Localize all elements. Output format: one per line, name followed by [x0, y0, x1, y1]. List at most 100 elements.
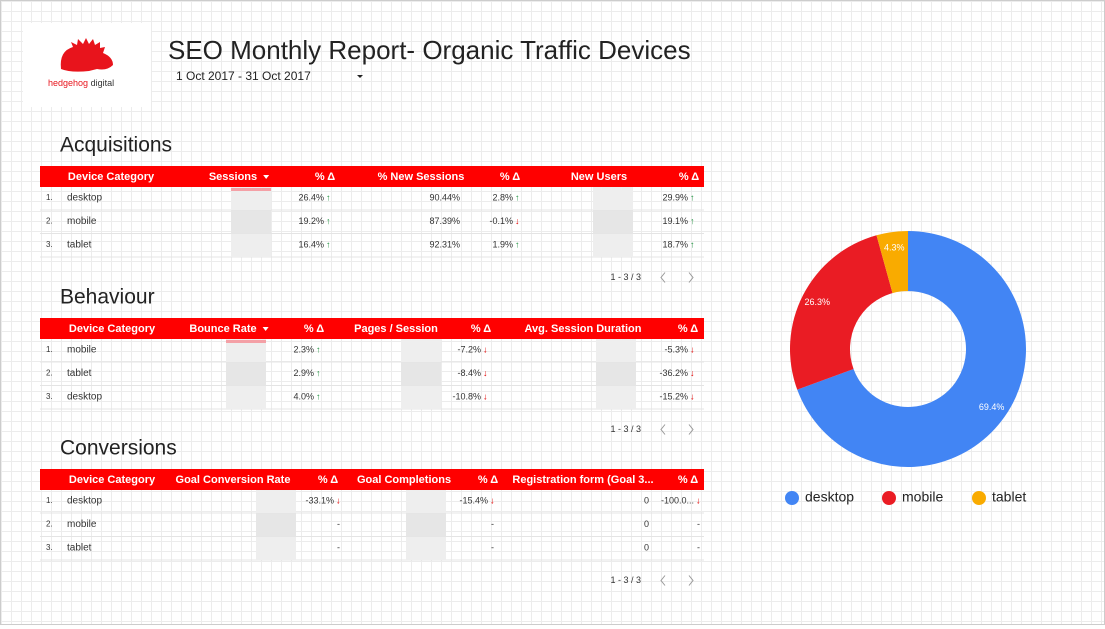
slice-label: 26.3%: [804, 297, 830, 307]
table-cell: 92.31%: [429, 239, 460, 249]
column-header[interactable]: % New Sessions: [378, 171, 465, 183]
column-header[interactable]: New Users: [571, 171, 627, 183]
blurred-cell: [596, 339, 636, 362]
blurred-cell: [406, 490, 446, 513]
column-header[interactable]: Bounce Rate: [189, 323, 256, 335]
prev-page[interactable]: [660, 272, 666, 283]
logo-brand: hedgehog: [48, 78, 88, 88]
delta-value: 2.3%: [293, 344, 314, 354]
blurred-cell: [406, 537, 446, 560]
row-number: 3.: [46, 543, 53, 552]
pagination: 1 - 3 / 3: [610, 424, 641, 434]
date-dropdown[interactable]: [357, 75, 363, 78]
delta-value: 2.8%: [492, 192, 513, 202]
date-range[interactable]: 1 Oct 2017 - 31 Oct 2017: [176, 69, 311, 83]
delta-value: -5.3%: [664, 344, 688, 354]
device-cell: desktop: [67, 392, 102, 403]
delta-value: -15.4%: [459, 495, 488, 505]
delta-value: 16.4%: [298, 239, 324, 249]
delta-value: 4.0%: [293, 391, 314, 401]
column-header[interactable]: Goal Conversion Rate: [176, 474, 291, 486]
column-header[interactable]: % Δ: [304, 323, 324, 335]
column-header[interactable]: % Δ: [478, 474, 498, 486]
delta-value: 1.9%: [492, 239, 513, 249]
column-header[interactable]: Device Category: [68, 171, 155, 183]
legend-swatch[interactable]: [972, 491, 986, 505]
delta-arrow: ↓: [690, 391, 695, 401]
table-cell: 0: [644, 495, 649, 505]
pie-slice[interactable]: [790, 235, 893, 390]
column-header[interactable]: Avg. Session Duration: [525, 323, 642, 335]
table-header: [40, 318, 704, 339]
column-header[interactable]: % Δ: [500, 171, 520, 183]
delta-arrow: ↓: [690, 344, 695, 354]
pie-slice[interactable]: [876, 231, 908, 294]
delta-value: -8.4%: [457, 368, 481, 378]
row-number: 2.: [46, 369, 53, 378]
delta-value: -33.1%: [305, 495, 334, 505]
legend-label[interactable]: mobile: [902, 489, 943, 505]
delta-arrow: ↓: [696, 495, 701, 505]
table-cell: 87.39%: [429, 216, 460, 226]
legend-swatch[interactable]: [785, 491, 799, 505]
next-page[interactable]: [688, 424, 694, 435]
column-header[interactable]: % Δ: [679, 171, 699, 183]
next-page[interactable]: [688, 272, 694, 283]
legend-swatch[interactable]: [882, 491, 896, 505]
delta-value: -15.2%: [659, 391, 688, 401]
slice-label: 4.3%: [884, 242, 905, 252]
sort-icon[interactable]: [262, 327, 269, 331]
column-header[interactable]: % Δ: [315, 171, 335, 183]
table-cell: -: [491, 542, 494, 552]
column-header[interactable]: Pages / Session: [354, 323, 438, 335]
column-header[interactable]: % Δ: [318, 474, 338, 486]
row-number: 1.: [46, 193, 53, 202]
blurred-cell: [226, 339, 266, 362]
row-number: 1.: [46, 496, 53, 505]
section-title: Behaviour: [60, 286, 155, 309]
pagination: 1 - 3 / 3: [610, 575, 641, 585]
delta-arrow: ↑: [515, 192, 520, 202]
table-cell: -: [491, 519, 494, 529]
logo-text: hedgehog digital: [48, 78, 114, 88]
blurred-cell: [401, 362, 441, 386]
row-number: 3.: [46, 240, 53, 249]
table-cell: -: [337, 542, 340, 552]
legend-label[interactable]: desktop: [805, 489, 854, 505]
delta-arrow: ↑: [515, 239, 520, 249]
delta-arrow: ↑: [316, 344, 321, 354]
blurred-cell: [231, 210, 271, 234]
column-header[interactable]: % Δ: [678, 474, 698, 486]
delta-value: -7.2%: [457, 344, 481, 354]
legend-label[interactable]: tablet: [992, 489, 1026, 505]
blurred-cell: [226, 362, 266, 386]
column-header[interactable]: % Δ: [678, 323, 698, 335]
table-cell: 0: [644, 542, 649, 552]
blurred-cell: [596, 386, 636, 409]
delta-arrow: ↑: [316, 391, 321, 401]
device-cell: tablet: [67, 240, 92, 251]
blurred-cell: [401, 386, 441, 409]
column-header[interactable]: % Δ: [471, 323, 491, 335]
table-cell: -: [697, 542, 700, 552]
pie-slice[interactable]: [797, 231, 1026, 467]
delta-arrow: ↑: [326, 239, 331, 249]
delta-arrow: ↓: [490, 495, 495, 505]
column-header[interactable]: Goal Completions: [357, 474, 451, 486]
delta-value: 26.4%: [298, 192, 324, 202]
device-cell: tablet: [67, 368, 92, 379]
column-header[interactable]: Device Category: [69, 323, 156, 335]
next-page[interactable]: [688, 575, 694, 586]
column-header[interactable]: Sessions: [209, 171, 257, 183]
device-cell: desktop: [67, 193, 102, 204]
sort-icon[interactable]: [263, 175, 270, 179]
delta-arrow: ↓: [515, 216, 520, 226]
prev-page[interactable]: [660, 424, 666, 435]
delta-arrow: ↓: [483, 391, 488, 401]
column-header[interactable]: Device Category: [69, 474, 156, 486]
report-title: SEO Monthly Report- Organic Traffic Devi…: [168, 35, 691, 65]
prev-page[interactable]: [660, 575, 666, 586]
delta-value: 19.1%: [662, 216, 688, 226]
column-header[interactable]: Registration form (Goal 3...: [512, 474, 653, 486]
logo-hedgehog: [60, 38, 113, 72]
